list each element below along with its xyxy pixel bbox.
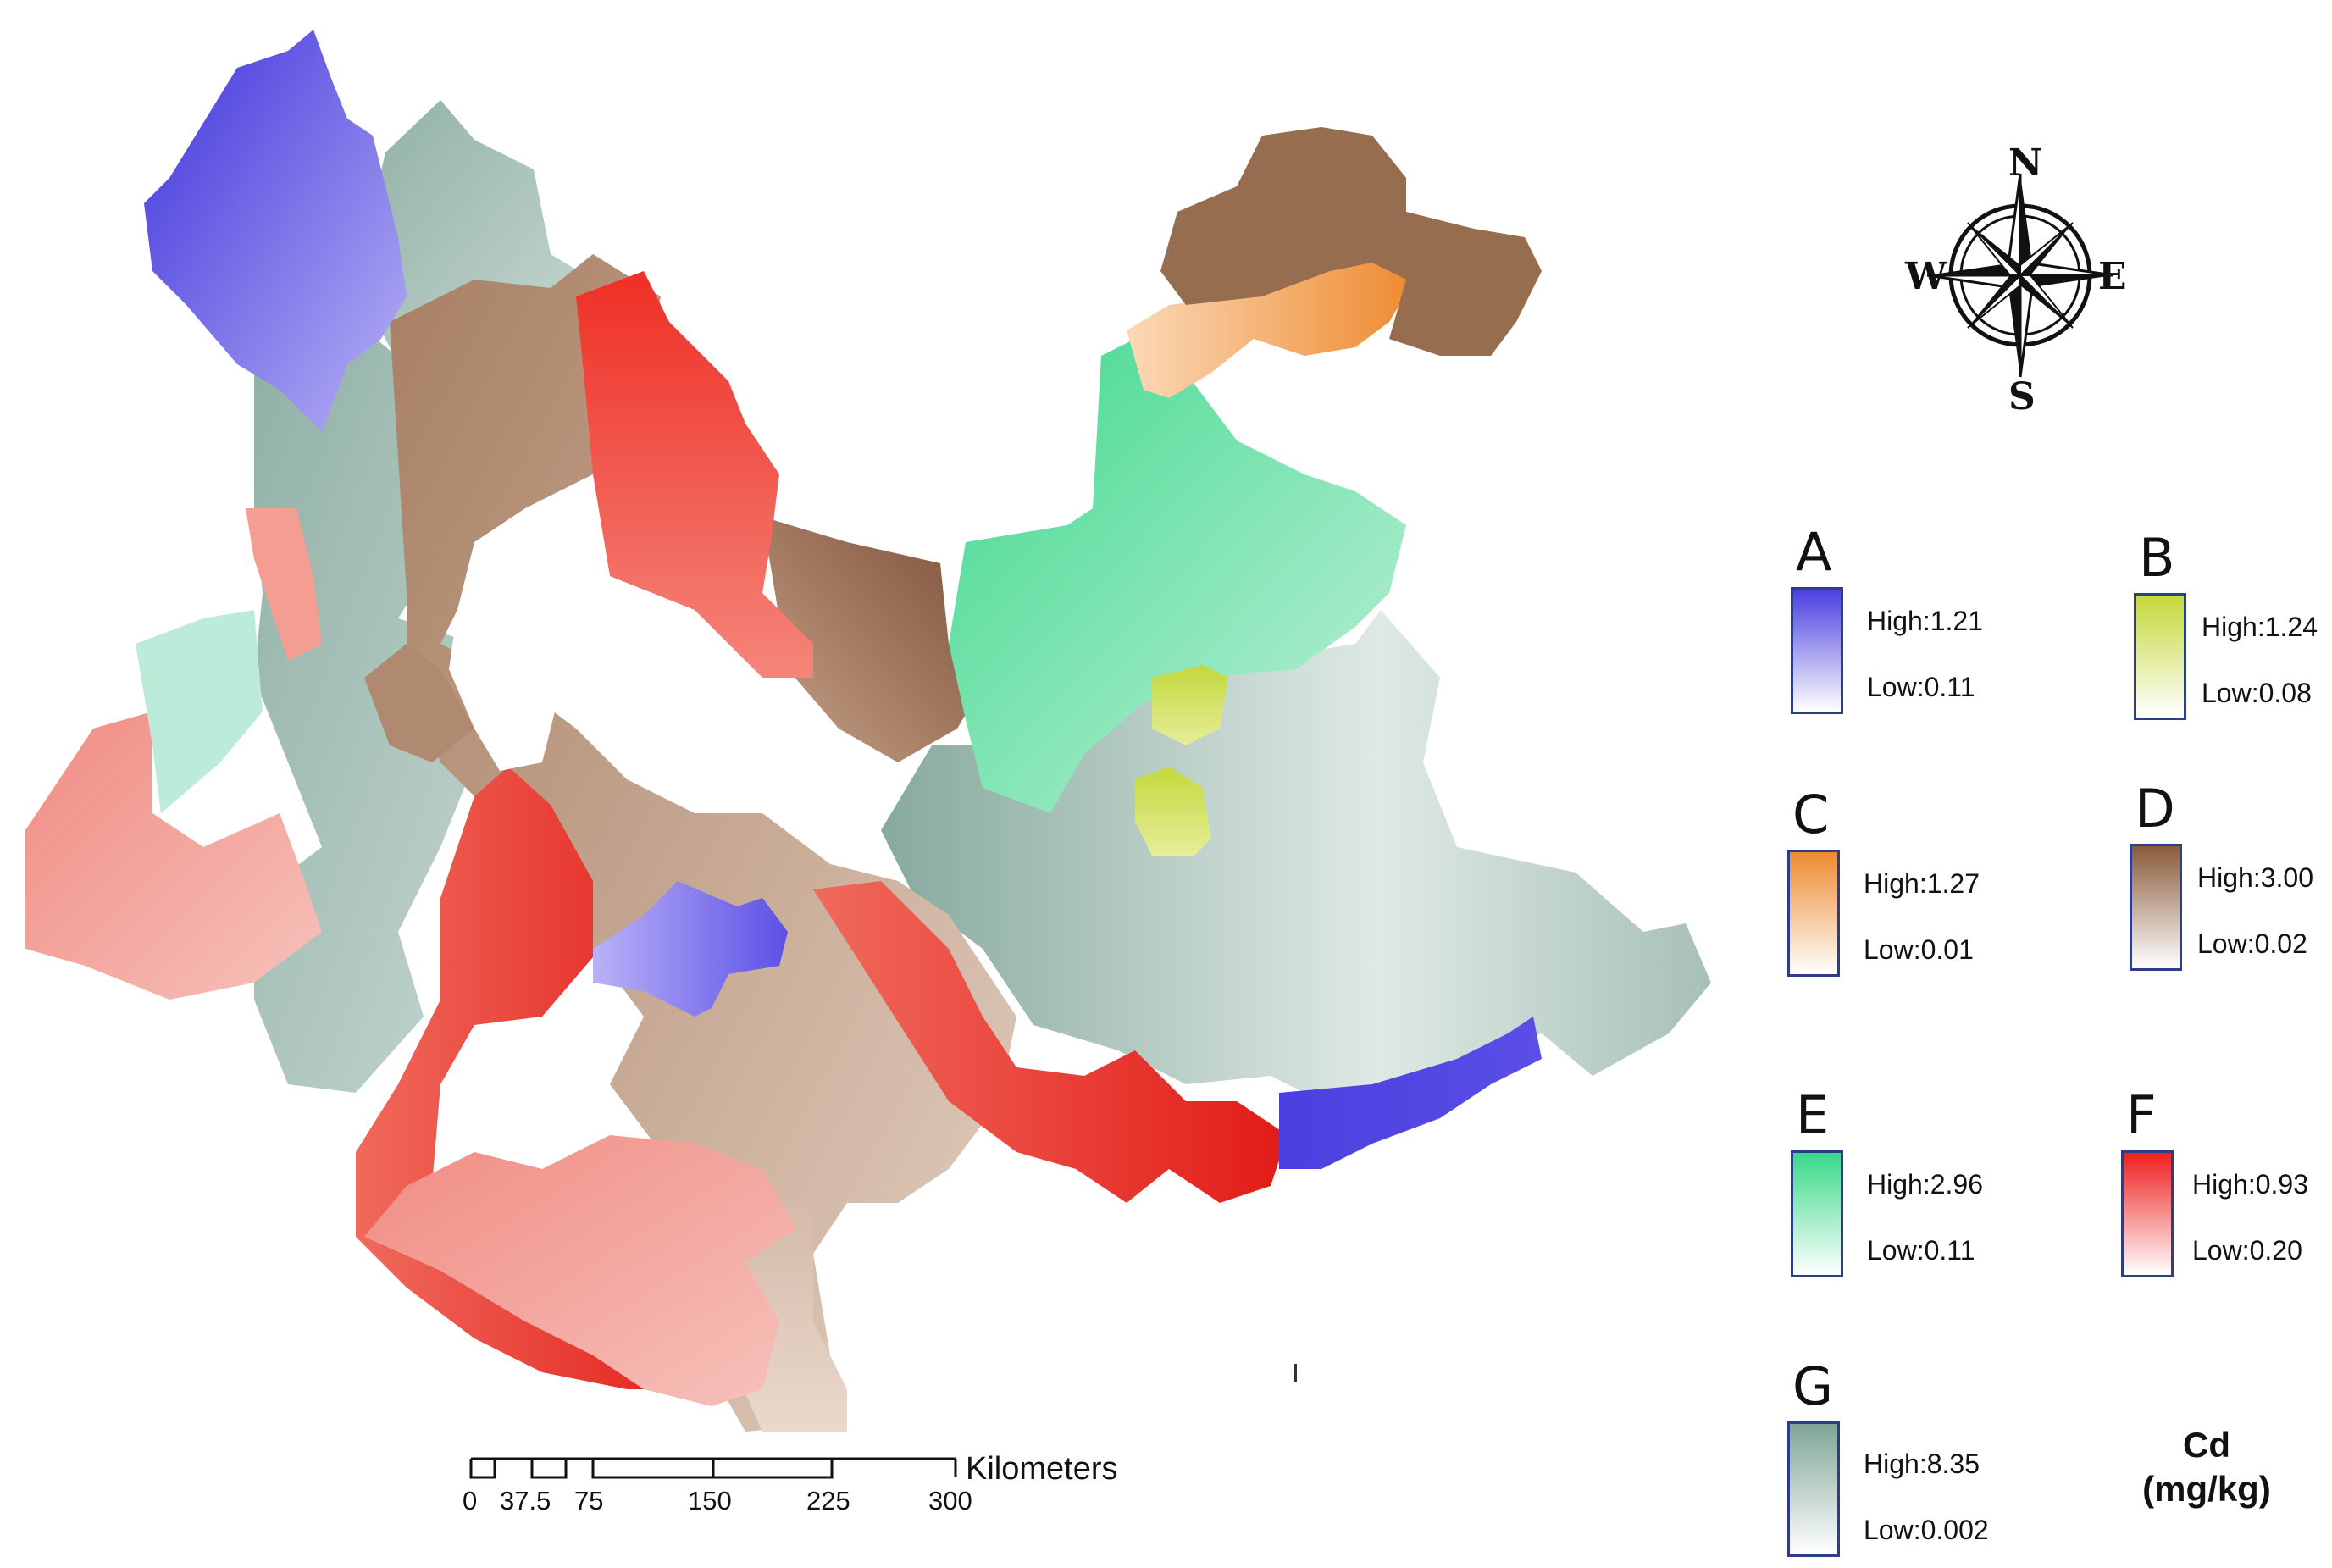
scale-bar-line (469, 1457, 956, 1479)
legend-unit-line1: Cd (2183, 1425, 2230, 1465)
legend-letter-B: B (2139, 527, 2175, 589)
compass-w-label: W (1904, 255, 1947, 298)
legend-high-G: High:8.35 (1864, 1449, 1980, 1479)
map-regions (25, 30, 1711, 1432)
region-D-small (364, 644, 474, 762)
region-D-northeast (1160, 127, 1542, 356)
legend-low-D: Low:0.02 (2197, 928, 2307, 959)
legend-group-D: D High:3.00 Low:0.02 (2130, 778, 2332, 972)
legend-low-F: Low:0.20 (2192, 1235, 2302, 1266)
region-F-south (813, 881, 1288, 1203)
region-A-northwest (144, 30, 407, 432)
map-tick-mark (1294, 1364, 1297, 1382)
region-hole (449, 593, 559, 771)
scale-tick-2: 75 (574, 1486, 603, 1515)
legend-group-C: C High:1.27 Low:0.01 (1787, 784, 2148, 978)
region-F-strip (246, 508, 322, 661)
region-E-main (949, 339, 1406, 813)
legend-unit-line2: (mg/kg) (2142, 1469, 2271, 1509)
region-E-west (136, 610, 263, 813)
legend-bar-A (1791, 587, 1843, 714)
scale-unit-label: Kilometers (966, 1451, 1118, 1487)
compass-star-icon (1926, 173, 2114, 378)
region-F-southwest-pink (364, 1135, 796, 1406)
legend-bar-G (1787, 1421, 1840, 1557)
legend-letter-A: A (1796, 521, 1832, 583)
legend-group-E: E High:2.96 Low:0.11 (1791, 1084, 2152, 1279)
scale-tick-1: 37.5 (500, 1486, 551, 1515)
compass-n-label: N (2008, 141, 2042, 185)
legend-bar-E (1791, 1150, 1843, 1277)
region-C (1127, 254, 1415, 398)
compass-rose: N S E W (1904, 141, 2127, 418)
compass-s-label: S (2008, 375, 2036, 418)
scale-tick-4: 225 (806, 1486, 850, 1515)
legend-unit-title: Cd (mg/kg) (2135, 1423, 2279, 1511)
region-F-north (576, 271, 813, 678)
legend-high-F: High:0.93 (2192, 1169, 2308, 1200)
legend-low-B: Low:0.08 (2202, 678, 2312, 708)
scale-bar: 0 37.5 75 150 225 300 Kilometers (463, 1451, 1118, 1515)
region-A-central (593, 881, 788, 1017)
legend-bar-B (2134, 593, 2186, 720)
legend-low-C: Low:0.01 (1864, 934, 1974, 965)
legend-high-A: High:1.21 (1867, 606, 1983, 636)
scale-tick-3: 150 (688, 1486, 732, 1515)
legend-group-G: G High:8.35 Low:0.002 (1787, 1355, 2148, 1557)
legend-group-A: A High:1.21 Low:0.11 (1791, 521, 2152, 716)
legend-low-E: Low:0.11 (1867, 1235, 1975, 1266)
legend-letter-E: E (1796, 1084, 1830, 1146)
region-F-west (25, 712, 322, 1000)
scale-tick-0: 0 (463, 1486, 477, 1515)
legend-high-E: High:2.96 (1867, 1169, 1983, 1200)
legend-letter-F: F (2126, 1084, 2157, 1146)
legend-group-F: F High:0.93 Low:0.20 (2121, 1084, 2332, 1279)
legend-high-B: High:1.24 (2202, 612, 2318, 642)
region-B-2 (1135, 767, 1211, 856)
legend-letter-G: G (1792, 1355, 1834, 1417)
legend-high-C: High:1.27 (1864, 868, 1980, 899)
region-D-wedge (762, 517, 983, 762)
legend-low-A: Low:0.11 (1867, 672, 1975, 702)
legend-bar-D (2130, 844, 2182, 971)
legend-letter-D: D (2135, 778, 2175, 839)
region-B-1 (1152, 665, 1228, 745)
region-D-central (390, 254, 1016, 1432)
legend-high-D: High:3.00 (2197, 862, 2313, 893)
legend-bar-C (1787, 850, 1840, 977)
compass-e-label: E (2098, 255, 2127, 298)
scale-tick-5: 300 (928, 1486, 972, 1515)
legend-letter-C: C (1792, 784, 1830, 845)
region-A-southeast (1279, 1017, 1542, 1169)
legend-bar-F (2121, 1150, 2174, 1277)
legend-low-G: Low:0.002 (1864, 1515, 1989, 1545)
legend-group-B: B High:1.24 Low:0.08 (2134, 527, 2332, 722)
